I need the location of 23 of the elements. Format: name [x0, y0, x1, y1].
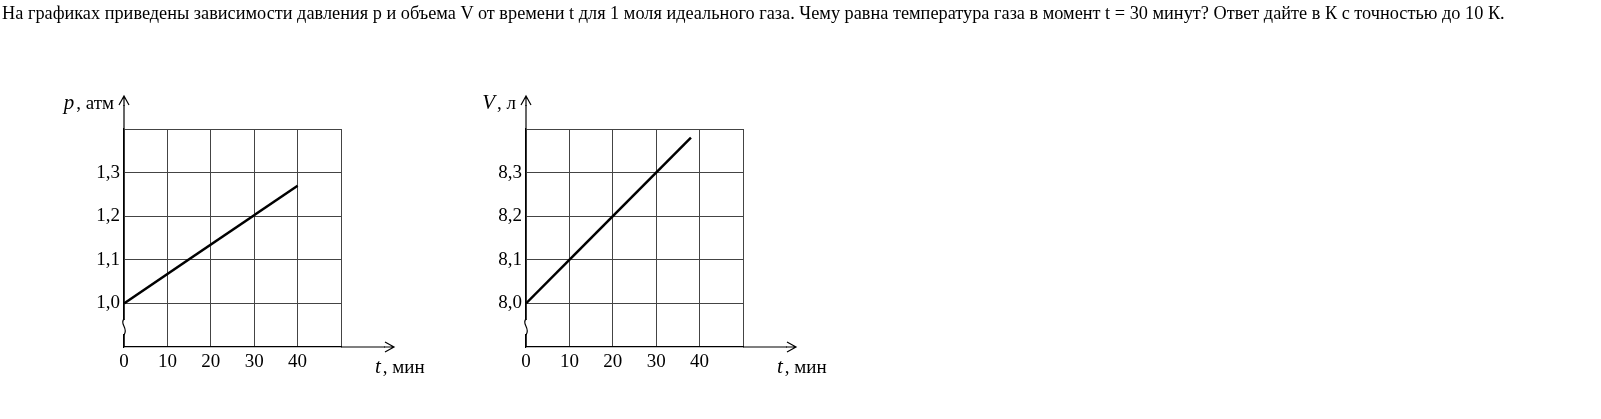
y-tick-label: 1,0	[96, 291, 120, 313]
x-tick-label: 40	[288, 350, 308, 372]
x-axis-title: t, мин	[375, 354, 425, 378]
x-axis-title: t, мин	[777, 354, 827, 378]
y-tick-label: 1,3	[96, 160, 120, 182]
x-tick-label: 10	[559, 350, 579, 372]
x-tick-label: 0	[521, 350, 531, 372]
y-tick-label: 8,3	[498, 160, 522, 182]
text: На графиках приведены зависимости давления p и объема V от времени t для 1 моля идеального газа. Чему равна температура газа в момент t = 30 минут? Ответ дайте в К с точностью до 10 К.	[2, 2, 1506, 24]
x-tick-label: 10	[157, 350, 177, 372]
x-tick-label: 20	[201, 350, 221, 372]
x-tick-label: 30	[244, 350, 264, 372]
y-tick-label: 1,1	[96, 247, 120, 269]
y-axis-title: V, л	[482, 90, 517, 114]
y-tick-label: 1,2	[96, 204, 120, 226]
x-tick-label: 20	[603, 350, 623, 372]
y-tick-label: 8,2	[498, 204, 522, 226]
y-tick-label: 8,1	[498, 247, 522, 269]
x-tick-label: 0	[119, 350, 129, 372]
x-tick-label: 30	[646, 350, 666, 372]
x-tick-label: 40	[690, 350, 710, 372]
y-tick-label: 8,0	[498, 291, 522, 313]
y-axis-title: p, атм	[61, 90, 115, 114]
